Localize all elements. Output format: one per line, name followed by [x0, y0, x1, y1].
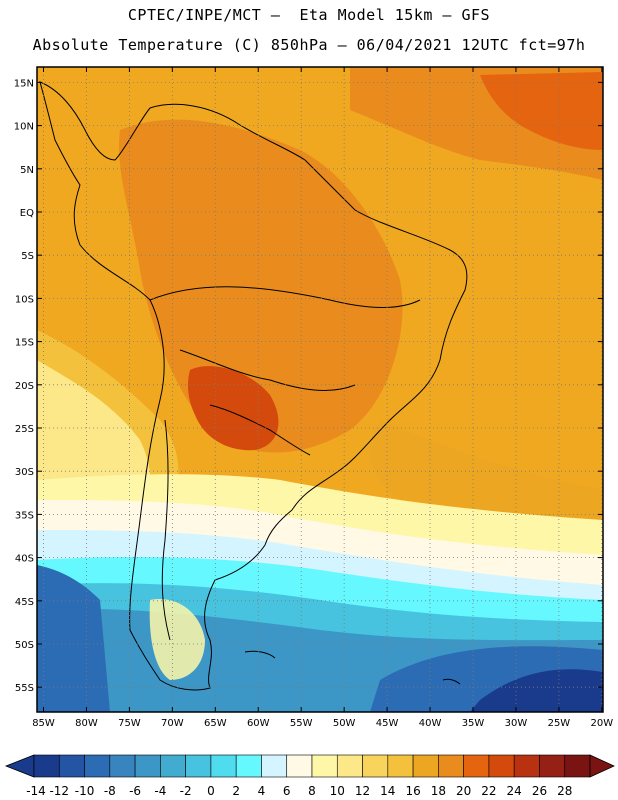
colorbar-swatch: [58, 754, 85, 778]
lat-label: 55S: [15, 683, 34, 694]
colorbar-label: 6: [283, 784, 291, 798]
colorbar-swatch: [286, 754, 313, 778]
temperature-field: [37, 67, 603, 712]
colorbar-label: -8: [104, 784, 116, 798]
lon-label: 60W: [247, 718, 270, 729]
colorbar-label: 22: [481, 784, 496, 798]
lat-label: EQ: [20, 208, 34, 219]
lat-label: 25S: [15, 424, 34, 435]
lat-label: 30S: [15, 467, 34, 478]
colorbar-swatch: [84, 754, 111, 778]
colorbar-swatch: [463, 754, 490, 778]
colorbar-label: 18: [431, 784, 446, 798]
colorbar-label: 10: [330, 784, 345, 798]
lon-label: 20W: [591, 718, 614, 729]
lat-label: 5N: [20, 165, 34, 176]
lat-label: 45S: [15, 597, 34, 608]
colorbar-label: 28: [557, 784, 572, 798]
map-subtitle: Absolute Temperature (C) 850hPa – 06/04/…: [32, 36, 586, 54]
hot-patch-north-atlantic: [480, 72, 603, 150]
colorbar-label: 8: [308, 784, 316, 798]
falkland-islands: [244, 650, 276, 659]
longitude-labels: 85W 80W 75W 70W 65W 60W 55W 50W 45W 40W 35W 30W 25W 2…: [32, 67, 613, 729]
latitude-labels: 15N 10N 5N EQ 5S 10S 15S 20S 25S 30S 35S 40S 45S 50S 5…: [14, 78, 603, 694]
colorbar-swatch: [387, 754, 414, 778]
colorbar-swatch: [261, 754, 288, 778]
colorbar-label: -4: [154, 784, 166, 798]
map-frame: [36, 66, 604, 713]
border-north: [149, 286, 421, 308]
patagonia-warm-relic: [149, 599, 205, 680]
colorbar-label: -12: [49, 784, 69, 798]
colorbar-label: -14: [26, 784, 46, 798]
colorbar-swatch: [336, 754, 363, 778]
lat-label: 15N: [14, 78, 34, 89]
lon-label: 80W: [75, 718, 98, 729]
colorbar-swatch: [134, 754, 161, 778]
colorbar-swatch: [185, 754, 212, 778]
colorbar-swatch: [160, 754, 186, 778]
lat-label: 10N: [14, 122, 34, 133]
colorbar-swatch: [235, 754, 262, 778]
south-america-outline: [39, 81, 468, 691]
lat-label: 20S: [15, 381, 34, 392]
lat-label: 10S: [15, 294, 34, 305]
colorbar-swatch: [513, 754, 540, 778]
colorbar-label: 14: [380, 784, 395, 798]
lon-label: 85W: [32, 718, 55, 729]
colorbar-swatch: [33, 754, 60, 778]
lon-label: 70W: [161, 718, 184, 729]
colorbar-label: -2: [180, 784, 192, 798]
lon-label: 40W: [419, 718, 442, 729]
colorbar-label: -6: [129, 784, 141, 798]
lat-label: 35S: [15, 510, 34, 521]
colorbar-swatch: [564, 754, 591, 778]
lon-label: 45W: [376, 718, 399, 729]
map-title: CPTEC/INPE/MCT – Eta Model 15km – GFS: [127, 6, 491, 24]
lat-label: 50S: [15, 640, 34, 651]
colorbar-label: 26: [532, 784, 547, 798]
south-georgia: [442, 678, 461, 685]
lat-label: 5S: [21, 251, 34, 262]
colorbar-label: 12: [355, 784, 370, 798]
colorbar-arrow-high: [589, 754, 615, 778]
colorbar-labels: -14 -12 -10 -8 -6 -4 -2 0 2 4 6 8 10 12 14 16 18 20 22 24 26…: [26, 784, 572, 798]
warm-core-continent: [119, 119, 403, 453]
colorbar-label: 24: [507, 784, 522, 798]
lat-label: 15S: [15, 338, 34, 349]
lon-label: 35W: [462, 718, 485, 729]
pacific-band-10: [37, 360, 151, 500]
lon-label: 30W: [505, 718, 528, 729]
lat-label: 40S: [15, 554, 34, 565]
border-andes: [161, 419, 171, 641]
sw-pacific-cold: [37, 565, 110, 712]
colorbar-label: -10: [75, 784, 95, 798]
colorbar-label: 16: [405, 784, 420, 798]
lon-label: 75W: [118, 718, 141, 729]
colorbar-swatch: [488, 754, 515, 778]
colorbar-swatch: [210, 754, 237, 778]
colorbar: [4, 754, 615, 778]
hot-spot-chaco: [187, 366, 279, 451]
colorbar-arrow-low: [4, 754, 35, 778]
colorbar-swatch: [109, 754, 136, 778]
band-minus-14: [470, 669, 603, 712]
colorbar-swatch: [362, 754, 389, 778]
colorbar-swatch: [539, 754, 566, 778]
border-central: [179, 349, 356, 391]
colorbar-swatch: [311, 754, 338, 778]
colorbar-label: 4: [258, 784, 266, 798]
colorbar-label: 20: [456, 784, 471, 798]
lon-label: 25W: [548, 718, 571, 729]
colorbar-swatch: [412, 754, 439, 778]
colorbar-swatch: [438, 754, 464, 778]
coastlines: [39, 81, 468, 691]
lon-label: 55W: [290, 718, 313, 729]
lon-label: 65W: [204, 718, 227, 729]
colorbar-label: 2: [232, 784, 240, 798]
lon-label: 50W: [333, 718, 356, 729]
border-south: [209, 404, 311, 456]
colorbar-label: 0: [207, 784, 215, 798]
